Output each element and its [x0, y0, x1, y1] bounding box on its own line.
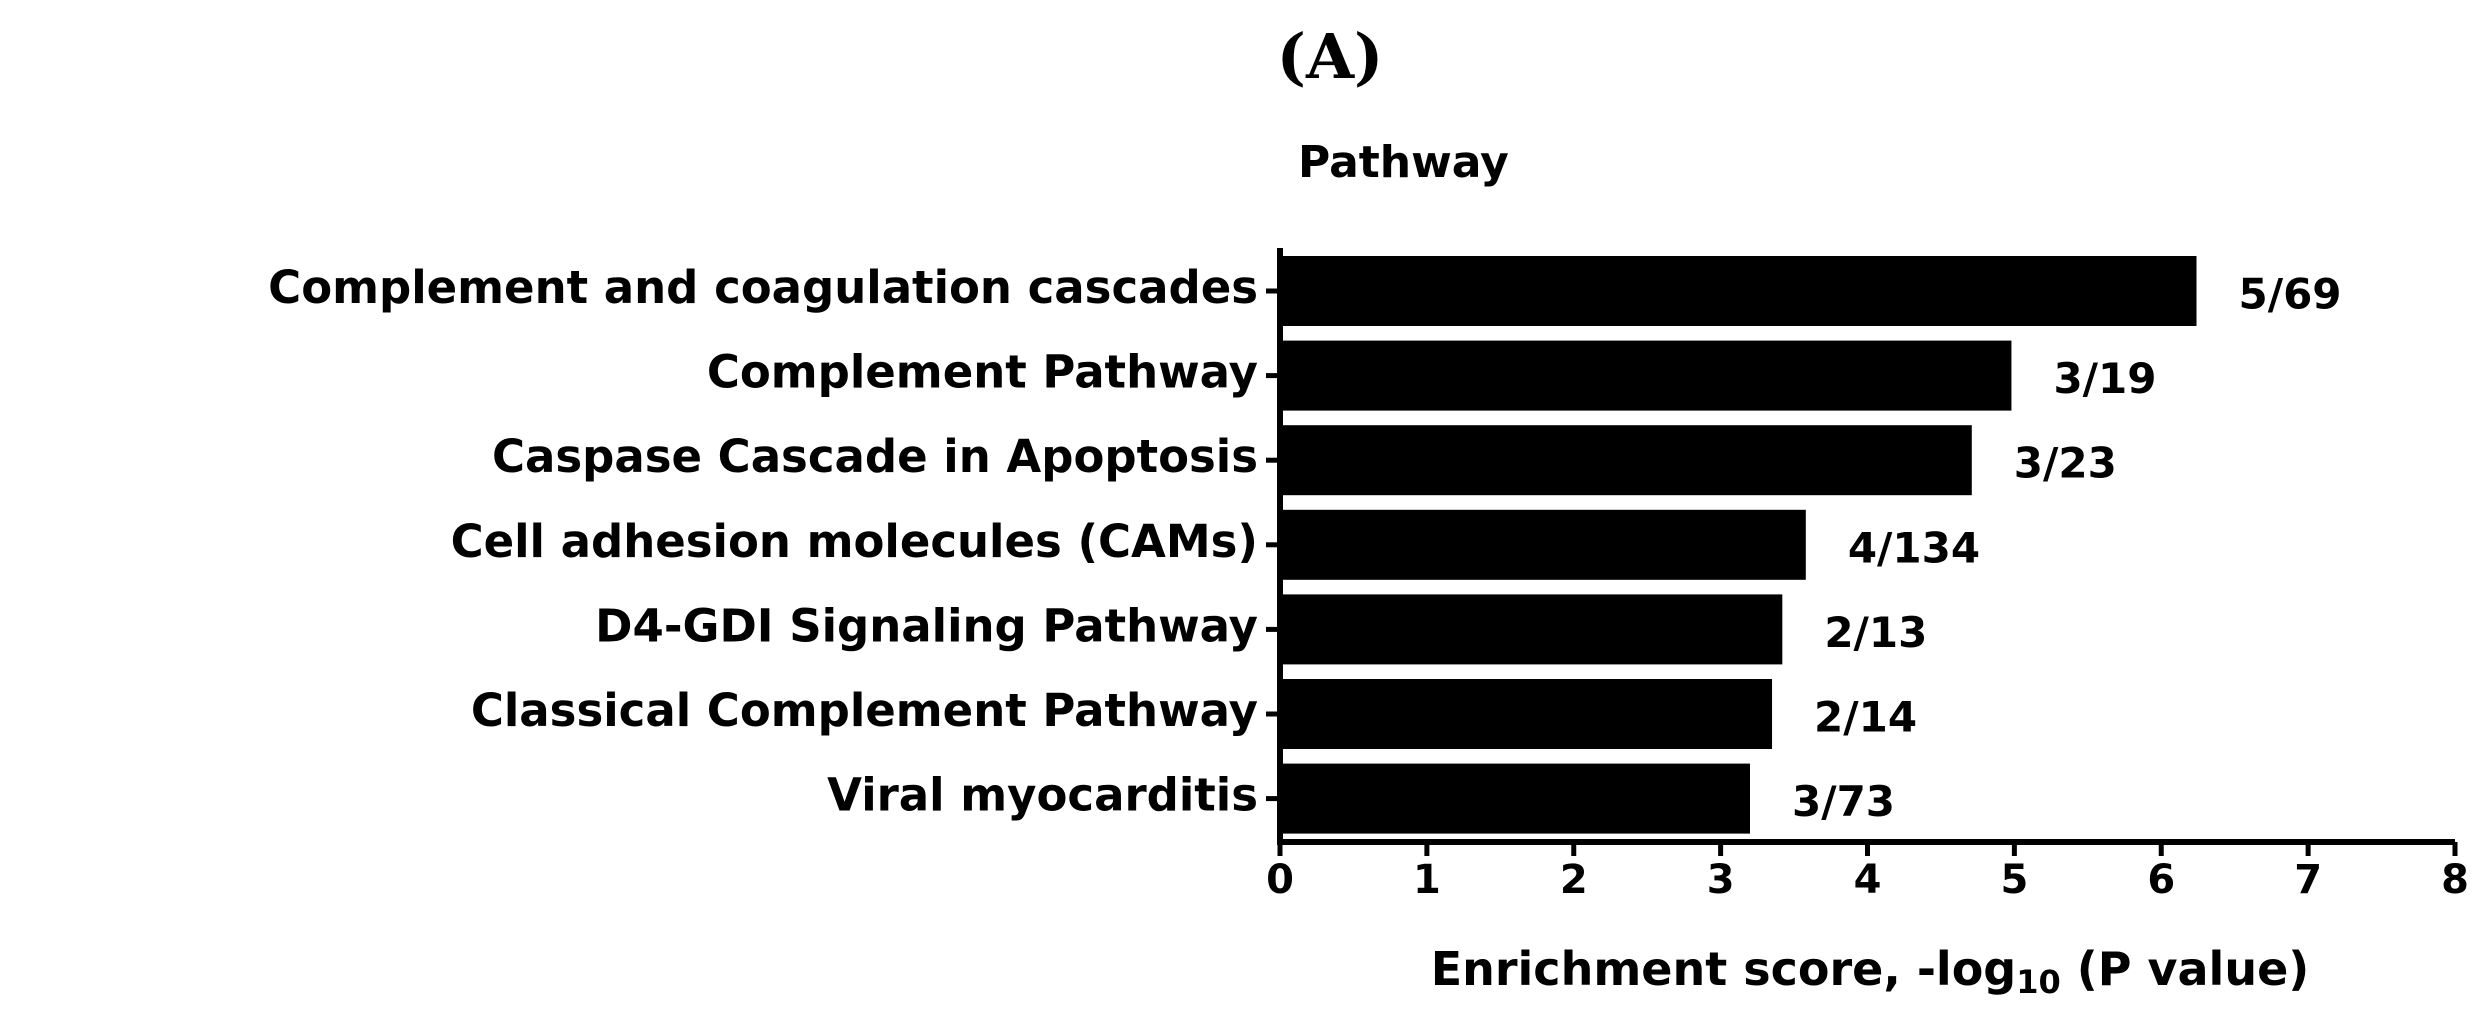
chart-title: (A) — [1277, 20, 1384, 93]
bar — [1280, 763, 1750, 834]
x-axis-label-part: (P value) — [2061, 942, 2310, 996]
bar-annotation: 4/134 — [1848, 523, 1980, 572]
x-axis-label-part: Enrichment score, -log — [1431, 942, 2017, 996]
x-axis-label: Enrichment score, -log10 (P value) — [1431, 942, 2310, 1002]
bar — [1280, 594, 1783, 665]
x-tick-label: 7 — [2294, 857, 2322, 903]
x-axis-label-subscript: 10 — [2016, 963, 2061, 1001]
bar-annotation: 3/73 — [1792, 777, 1895, 826]
x-tick-label: 2 — [1560, 857, 1588, 903]
bar-annotation: 3/19 — [2053, 354, 2156, 403]
x-tick-label: 0 — [1266, 857, 1294, 903]
bar — [1280, 340, 2012, 411]
y-tick-label: Classical Complement Pathway — [471, 684, 1258, 737]
bar-annotation: 2/13 — [1824, 608, 1927, 657]
bar-annotation: 3/23 — [2014, 439, 2117, 488]
y-tick-label: Viral myocarditis — [827, 769, 1258, 822]
x-tick-label: 3 — [1707, 857, 1735, 903]
x-tick-label: 1 — [1413, 857, 1441, 903]
y-tick-label: Cell adhesion molecules (CAMs) — [451, 515, 1258, 568]
x-tick-label: 5 — [2000, 857, 2028, 903]
x-tick-label: 4 — [1854, 857, 1882, 903]
bar — [1280, 509, 1806, 580]
x-tick-label: 8 — [2441, 857, 2469, 903]
bar — [1280, 425, 1972, 496]
bar-annotation: 5/69 — [2239, 270, 2342, 319]
x-tick-label: 6 — [2147, 857, 2175, 903]
y-tick-label: Complement and coagulation cascades — [268, 261, 1258, 314]
y-tick-label: D4-GDI Signaling Pathway — [595, 599, 1258, 652]
y-tick-label: Complement Pathway — [707, 346, 1258, 399]
bar — [1280, 256, 2197, 326]
y-axis-label: Pathway — [1298, 137, 1509, 188]
bar-annotation: 2/14 — [1814, 693, 1917, 742]
bar — [1280, 679, 1773, 749]
y-tick-label: Caspase Cascade in Apoptosis — [492, 430, 1258, 483]
